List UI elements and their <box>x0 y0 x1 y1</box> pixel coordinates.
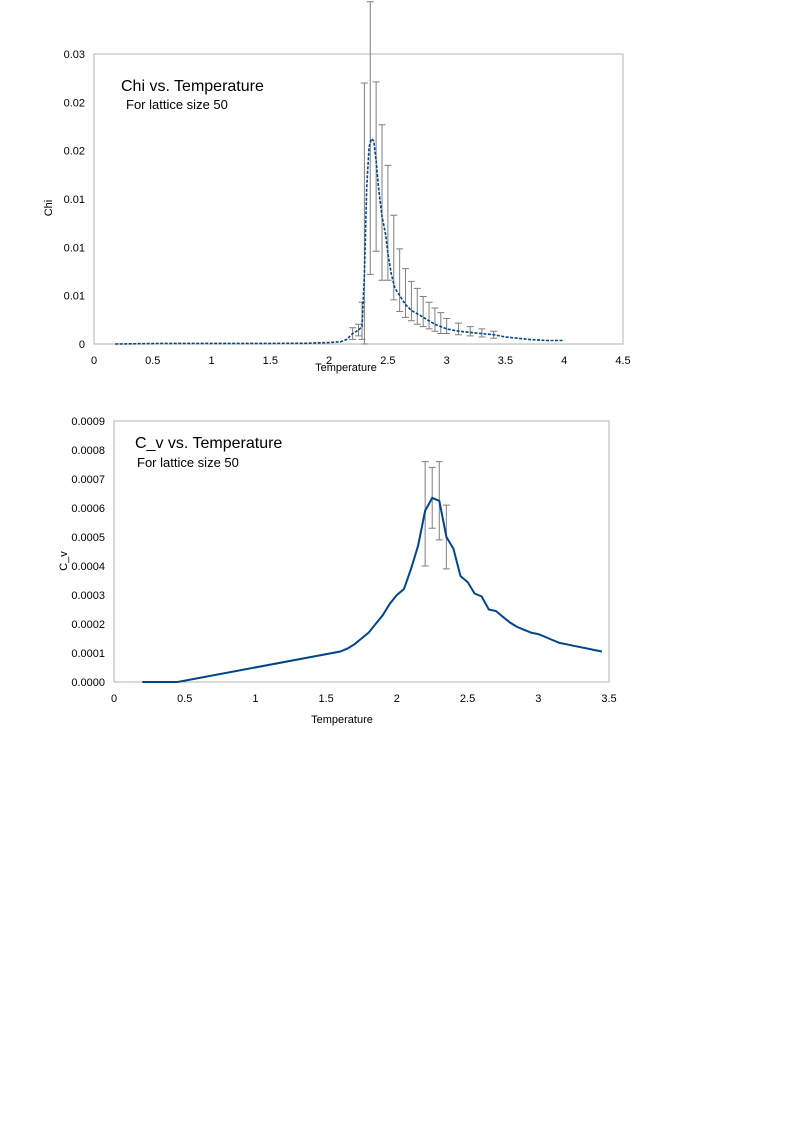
error-bar <box>431 307 439 332</box>
error-bar <box>413 287 421 325</box>
cv-chart-title: C_v vs. Temperature <box>135 435 282 452</box>
cv-x-tick-labels: 0 0.5 1 1.5 2 2.5 3 3.5 <box>111 693 617 705</box>
cv-y-tick-labels: 0.0000 0.0001 0.0002 0.0003 0.0004 0.0005 0.00… <box>71 416 105 689</box>
error-bar <box>407 280 415 322</box>
y-tick-label: 0.01 <box>64 194 85 206</box>
y-tick-label: 0.0008 <box>71 445 105 457</box>
x-tick-label: 3 <box>444 355 450 367</box>
cv-chart-subtitle: For lattice size 50 <box>137 455 239 470</box>
y-tick-label: 0.0000 <box>71 677 105 689</box>
chi-y-tick-labels: 0 0.01 0.01 0.01 0.02 0.02 0.03 <box>64 49 85 351</box>
x-tick-label: 4.5 <box>615 355 630 367</box>
y-tick-label: 0.0007 <box>71 474 105 486</box>
x-tick-label: 0.5 <box>145 355 160 367</box>
cv-series-line-group <box>142 496 603 683</box>
error-bar <box>366 1 374 275</box>
error-bar <box>360 82 368 345</box>
error-bar <box>419 295 427 328</box>
cv-plot-frame <box>113 420 610 683</box>
error-bar <box>384 164 392 281</box>
x-tick-label: 0.5 <box>177 693 192 705</box>
error-bar <box>437 312 445 335</box>
series-line <box>142 496 603 683</box>
x-tick-label: 1.5 <box>318 693 333 705</box>
error-bar <box>443 317 451 335</box>
error-bar <box>355 323 362 337</box>
y-tick-label: 0.01 <box>64 242 85 254</box>
chi-chart-title: Chi vs. Temperature <box>121 78 264 95</box>
error-bar <box>396 248 404 313</box>
x-tick-label: 2.5 <box>380 355 395 367</box>
error-bar <box>390 214 398 301</box>
x-tick-label: 2 <box>394 693 400 705</box>
x-tick-label: 3.5 <box>601 693 616 705</box>
x-tick-label: 0 <box>111 693 117 705</box>
cv-x-axis-label: Temperature <box>311 714 373 726</box>
error-bar <box>454 322 462 336</box>
y-tick-label: 0.02 <box>64 97 85 109</box>
x-tick-label: 3.5 <box>498 355 513 367</box>
x-tick-label: 0 <box>91 355 97 367</box>
chi-x-tick-labels: 0 0.5 1 1.5 2 2.5 3 3.5 4 4.5 <box>91 355 631 367</box>
y-tick-label: 0.0002 <box>71 619 105 631</box>
error-bar <box>425 301 433 330</box>
y-tick-label: 0 <box>79 339 85 351</box>
x-tick-label: 4 <box>561 355 567 367</box>
chi-plot-frame <box>93 53 624 345</box>
chi-error-bars <box>349 1 498 345</box>
series-line <box>115 137 565 345</box>
y-tick-label: 0.02 <box>64 146 85 158</box>
error-bar <box>378 124 386 281</box>
y-tick-label: 0.0004 <box>71 561 105 573</box>
x-tick-label: 2.5 <box>460 693 475 705</box>
chi-series-line-group <box>115 137 565 345</box>
y-tick-label: 0.0005 <box>71 532 105 544</box>
x-tick-label: 2 <box>326 355 332 367</box>
x-tick-label: 1 <box>252 693 258 705</box>
x-tick-label: 3 <box>535 693 541 705</box>
x-tick-label: 1 <box>208 355 214 367</box>
chi-chart: 0 0.5 1 1.5 2 2.5 3 3.5 4 4.5 0 0.01 0.01 0.01 0.02 0.… <box>43 1 631 374</box>
cv-error-bars <box>421 461 450 570</box>
y-tick-label: 0.0003 <box>71 590 105 602</box>
y-tick-label: 0.0009 <box>71 416 105 428</box>
y-tick-label: 0.01 <box>64 291 85 303</box>
y-tick-label: 0.0006 <box>71 503 105 515</box>
x-tick-label: 1.5 <box>263 355 278 367</box>
chi-x-axis-label: Temperature <box>315 362 377 374</box>
chi-chart-subtitle: For lattice size 50 <box>126 97 228 112</box>
cv-y-axis-label: C_v <box>58 551 70 571</box>
y-tick-label: 0.03 <box>64 49 85 61</box>
error-bar <box>402 268 410 318</box>
error-bar <box>466 326 474 337</box>
cv-chart: 0 0.5 1 1.5 2 2.5 3 3.5 0.00000.00010.00020.000… <box>58 416 617 726</box>
y-tick-label: 0.0001 <box>71 648 105 660</box>
chi-y-axis-label: Chi <box>43 200 55 217</box>
